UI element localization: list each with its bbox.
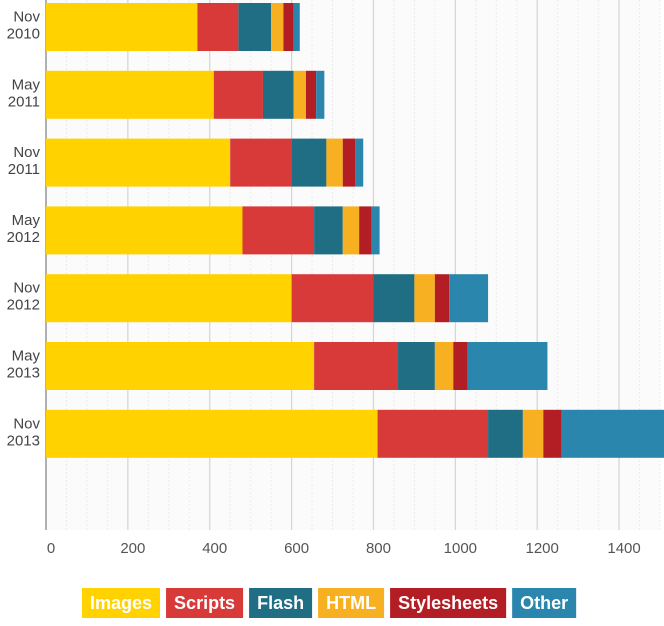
bar-segment-html <box>293 70 306 119</box>
legend-swatch <box>82 588 161 618</box>
category-label: Nov <box>13 415 40 432</box>
x-tick-label: 200 <box>120 540 145 557</box>
bar-segment-flash <box>262 70 294 119</box>
bar-segment-html <box>271 3 284 51</box>
legend-label: Scripts <box>174 593 235 613</box>
x-tick-label: 400 <box>202 540 227 557</box>
legend-label: Images <box>90 593 152 613</box>
bar-segment-scripts <box>242 206 315 255</box>
category-label: 2012 <box>7 297 40 314</box>
bar-segment-images <box>46 274 292 323</box>
legend-item-other: Other <box>512 588 577 618</box>
bar-segment-stylesheets <box>305 70 317 119</box>
bar-segment-scripts <box>197 3 239 51</box>
category-label: 2012 <box>7 229 40 246</box>
bar-segment-scripts <box>230 138 292 187</box>
x-tick-label: 1000 <box>444 540 477 557</box>
legend-label: Stylesheets <box>398 593 498 613</box>
bars <box>46 3 664 458</box>
bar-segment-stylesheets <box>359 206 372 255</box>
bar-row <box>46 138 364 187</box>
bar-segment-html <box>414 274 435 323</box>
legend-label: Other <box>520 593 568 613</box>
legend-item-scripts: Scripts <box>166 588 244 618</box>
category-label: 2010 <box>7 26 40 43</box>
legend-swatch <box>249 588 313 618</box>
bar-segment-html <box>342 206 360 255</box>
bar-segment-flash <box>238 3 272 51</box>
x-tick-label: 800 <box>366 540 391 557</box>
legend-item-stylesheets: Stylesheets <box>390 588 507 618</box>
bar-segment-html <box>326 138 343 187</box>
category-label: 2013 <box>7 432 40 449</box>
bar-segment-html <box>434 342 454 390</box>
x-tick-label: 600 <box>284 540 309 557</box>
bar-segment-flash <box>373 274 415 323</box>
bar-segment-flash <box>291 138 327 187</box>
x-axis: 0 200 400 600 800 1000 1200 1400 <box>47 540 641 557</box>
bar-segment-flash <box>488 409 523 458</box>
bar-row <box>46 3 300 51</box>
bar-segment-other <box>293 3 300 51</box>
bar-segment-other <box>355 138 364 187</box>
legend-item-html: HTML <box>318 588 385 618</box>
category-label: May <box>12 76 41 93</box>
bar-segment-images <box>46 138 231 187</box>
bar-segment-images <box>46 342 315 390</box>
bar-segment-stylesheets <box>342 138 356 187</box>
bar-segment-html <box>522 409 544 458</box>
category-label: May <box>12 348 41 365</box>
legend-swatch <box>512 588 577 618</box>
legend: Images Scripts Flash HTML Stylesheets Other <box>82 588 577 618</box>
category-label: 2011 <box>8 161 40 178</box>
bar-segment-flash <box>314 206 343 255</box>
bar-segment-scripts <box>377 409 489 458</box>
bar-segment-other <box>561 409 664 458</box>
bar-row <box>46 70 325 119</box>
legend-item-images: Images <box>82 588 161 618</box>
bar-segment-other <box>371 206 380 255</box>
bar-row <box>46 274 489 323</box>
bar-segment-images <box>46 3 198 51</box>
bar-segment-stylesheets <box>283 3 294 51</box>
bar-segment-other <box>449 274 489 323</box>
bar-segment-other <box>316 70 325 119</box>
category-label: May <box>12 212 41 229</box>
category-label: Nov <box>13 280 40 297</box>
x-tick-label: 1400 <box>607 540 640 557</box>
category-label: Nov <box>13 144 40 161</box>
category-labels: Nov2010May2011Nov2011May2012Nov2012May20… <box>7 9 41 450</box>
x-tick-label: 1200 <box>526 540 559 557</box>
category-label: Nov <box>13 9 40 26</box>
bar-segment-scripts <box>213 70 263 119</box>
bar-segment-flash <box>398 342 435 390</box>
bar-segment-stylesheets <box>543 409 562 458</box>
legend-swatch <box>318 588 385 618</box>
bar-segment-stylesheets <box>453 342 468 390</box>
legend-item-flash: Flash <box>249 588 313 618</box>
category-label: 2013 <box>7 365 40 382</box>
bar-row <box>46 409 664 458</box>
bar-segment-other <box>467 342 548 390</box>
legend-swatch <box>166 588 244 618</box>
bar-segment-scripts <box>314 342 399 390</box>
bar-segment-scripts <box>291 274 374 323</box>
bar-segment-stylesheets <box>434 274 450 323</box>
bar-segment-images <box>46 409 378 458</box>
bar-row <box>46 206 380 255</box>
x-tick-label: 0 <box>47 540 55 557</box>
legend-label: HTML <box>326 593 376 613</box>
legend-swatch <box>390 588 507 618</box>
bar-row <box>46 342 548 390</box>
legend-label: Flash <box>257 593 304 613</box>
bar-segment-images <box>46 206 243 255</box>
category-label: 2011 <box>8 93 40 110</box>
bar-segment-images <box>46 70 214 119</box>
